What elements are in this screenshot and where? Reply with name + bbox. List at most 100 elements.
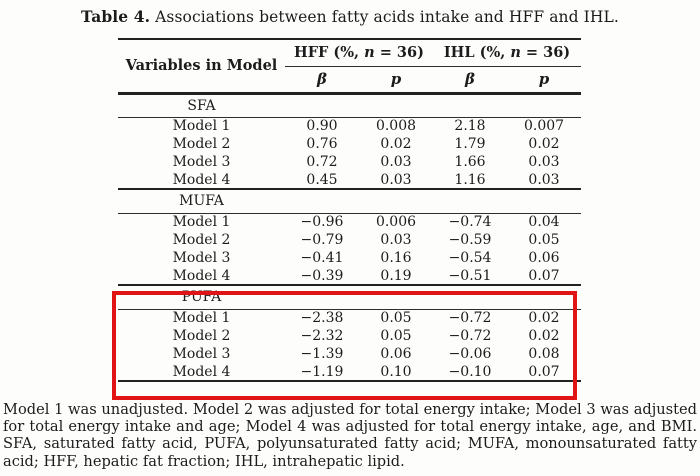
ihl-p-value: 0.02 bbox=[528, 328, 560, 344]
hff-p-value: 0.10 bbox=[380, 363, 412, 380]
model-label: Model 2 bbox=[172, 328, 231, 344]
model-label: Model 3 bbox=[172, 346, 231, 362]
empty-cell bbox=[433, 188, 508, 214]
hff-p-value: 0.05 bbox=[380, 310, 412, 327]
model-label: Model 1 bbox=[172, 310, 231, 327]
ihl-p-value: 0.03 bbox=[528, 154, 560, 170]
empty-cell bbox=[285, 284, 359, 310]
ihl-p-value: 0.06 bbox=[528, 250, 560, 266]
hff-beta-value: −1.39 bbox=[300, 346, 344, 362]
table-caption: Table 4. Associations between fatty acid… bbox=[0, 7, 700, 26]
hff-p-value: 0.19 bbox=[380, 267, 412, 284]
empty-cell bbox=[359, 93, 434, 118]
section-label-mufa: MUFA bbox=[118, 188, 582, 214]
hff-p-value: 0.16 bbox=[380, 250, 412, 266]
hff-beta-value: −1.19 bbox=[300, 363, 344, 380]
ihl-beta-value: −0.59 bbox=[448, 232, 492, 248]
hff-beta-value: −0.39 bbox=[300, 267, 344, 284]
empty-cell bbox=[433, 93, 508, 118]
table-footnote: Model 1 was unadjusted. Model 2 was adju… bbox=[3, 401, 697, 470]
model-label: Model 3 bbox=[172, 154, 231, 170]
hff-p-value: 0.05 bbox=[380, 328, 412, 344]
hff-group-prefix: HFF (%, bbox=[294, 44, 365, 62]
hff-p-value: 0.06 bbox=[380, 346, 412, 362]
pufa-highlight-box bbox=[112, 291, 577, 400]
ihl-beta-value: 1.16 bbox=[454, 171, 486, 188]
empty-cell bbox=[507, 284, 582, 310]
hff-group-suffix: = 36) bbox=[374, 44, 424, 62]
empty-cell bbox=[507, 93, 582, 118]
ihl-p-value: 0.02 bbox=[528, 136, 560, 152]
table-row: Model 3 −0.41 0.16 −0.54 0.06 bbox=[118, 249, 581, 267]
table-caption-text: Associations between fatty acids intake … bbox=[150, 8, 619, 26]
ihl-beta-value: 2.18 bbox=[454, 118, 486, 135]
table-header-groups: Variables in Model HFF (%, n = 36) IHL (… bbox=[118, 39, 582, 95]
table-row: Model 2 −0.79 0.03 −0.59 0.05 bbox=[118, 231, 581, 249]
associations-table: Variables in Model HFF (%, n = 36) IHL (… bbox=[118, 38, 582, 382]
model-label: Model 2 bbox=[172, 232, 231, 248]
table-row: Model 4 −0.39 0.19 −0.51 0.07 bbox=[118, 267, 581, 285]
model-label: Model 4 bbox=[172, 363, 231, 380]
ihl-p-value: 0.007 bbox=[523, 118, 565, 135]
hff-p-value: 0.02 bbox=[380, 136, 412, 152]
ihl-p-value: 0.08 bbox=[528, 346, 560, 362]
ihl-p-value: 0.05 bbox=[528, 232, 560, 248]
table-caption-number: Table 4. bbox=[81, 7, 151, 26]
model-label: Model 4 bbox=[172, 171, 231, 188]
table-row: Model 1 −0.96 0.006 −0.74 0.04 bbox=[118, 213, 581, 231]
empty-cell bbox=[285, 188, 359, 214]
model-label: Model 2 bbox=[172, 136, 231, 152]
ihl-beta-value: 1.79 bbox=[454, 136, 486, 152]
table-header-stats: β p β p bbox=[118, 66, 582, 95]
ihl-p-header: p bbox=[507, 66, 582, 95]
table-row: Model 4 0.45 0.03 1.16 0.03 bbox=[118, 171, 581, 189]
hff-beta-value: −0.79 bbox=[300, 232, 344, 248]
ihl-beta-value: 1.66 bbox=[454, 154, 486, 170]
table-row: Model 3 0.72 0.03 1.66 0.03 bbox=[118, 153, 581, 171]
table-row: Model 2 0.76 0.02 1.79 0.02 bbox=[118, 135, 581, 153]
ihl-p-value: 0.04 bbox=[528, 214, 560, 231]
hff-n-symbol: n bbox=[364, 44, 375, 62]
variables-in-model-header: Variables in Model bbox=[118, 39, 285, 95]
hff-group-header: HFF (%, n = 36) bbox=[285, 39, 434, 67]
ihl-p-value: 0.03 bbox=[528, 171, 560, 188]
ihl-beta-value: −0.74 bbox=[448, 214, 492, 231]
hff-beta-value: 0.90 bbox=[306, 118, 338, 135]
empty-cell bbox=[433, 284, 508, 310]
hff-beta-header: β bbox=[285, 66, 359, 95]
model-label: Model 3 bbox=[172, 250, 231, 266]
ihl-beta-value: −0.72 bbox=[448, 310, 492, 327]
model-label: Model 1 bbox=[172, 118, 231, 135]
hff-beta-value: −2.32 bbox=[300, 328, 344, 344]
hff-p-value: 0.006 bbox=[375, 214, 417, 231]
hff-beta-value: −0.96 bbox=[300, 214, 344, 231]
table-row: Model 1 −2.38 0.05 −0.72 0.02 bbox=[118, 309, 581, 327]
table-row: Model 2 −2.32 0.05 −0.72 0.02 bbox=[118, 327, 581, 345]
hff-p-value: 0.008 bbox=[375, 118, 417, 135]
empty-cell bbox=[359, 284, 434, 310]
table-row: Model 1 0.90 0.008 2.18 0.007 bbox=[118, 117, 581, 135]
model-label: Model 1 bbox=[172, 214, 231, 231]
hff-beta-value: 0.72 bbox=[306, 154, 338, 170]
hff-p-value: 0.03 bbox=[380, 232, 412, 248]
ihl-beta-header: β bbox=[433, 66, 508, 95]
table-row: Model 3 −1.39 0.06 −0.06 0.08 bbox=[118, 345, 581, 363]
ihl-group-prefix: IHL (%, bbox=[443, 44, 511, 62]
empty-cell bbox=[285, 93, 359, 118]
section-label-sfa: SFA bbox=[118, 93, 582, 118]
hff-p-value: 0.03 bbox=[380, 171, 412, 188]
ihl-beta-value: −0.06 bbox=[448, 346, 492, 362]
table-row: Model 4 −1.19 0.10 −0.10 0.07 bbox=[118, 363, 581, 381]
hff-beta-value: 0.76 bbox=[306, 136, 338, 152]
ihl-n-symbol: n bbox=[510, 44, 521, 62]
hff-p-value: 0.03 bbox=[380, 154, 412, 170]
hff-beta-value: −2.38 bbox=[300, 310, 344, 327]
ihl-beta-value: −0.10 bbox=[448, 363, 492, 380]
model-label: Model 4 bbox=[172, 267, 231, 284]
ihl-group-header: IHL (%, n = 36) bbox=[433, 39, 582, 67]
ihl-beta-value: −0.72 bbox=[448, 328, 492, 344]
hff-p-header: p bbox=[359, 66, 434, 95]
empty-cell bbox=[359, 188, 434, 214]
hff-beta-value: −0.41 bbox=[300, 250, 344, 266]
